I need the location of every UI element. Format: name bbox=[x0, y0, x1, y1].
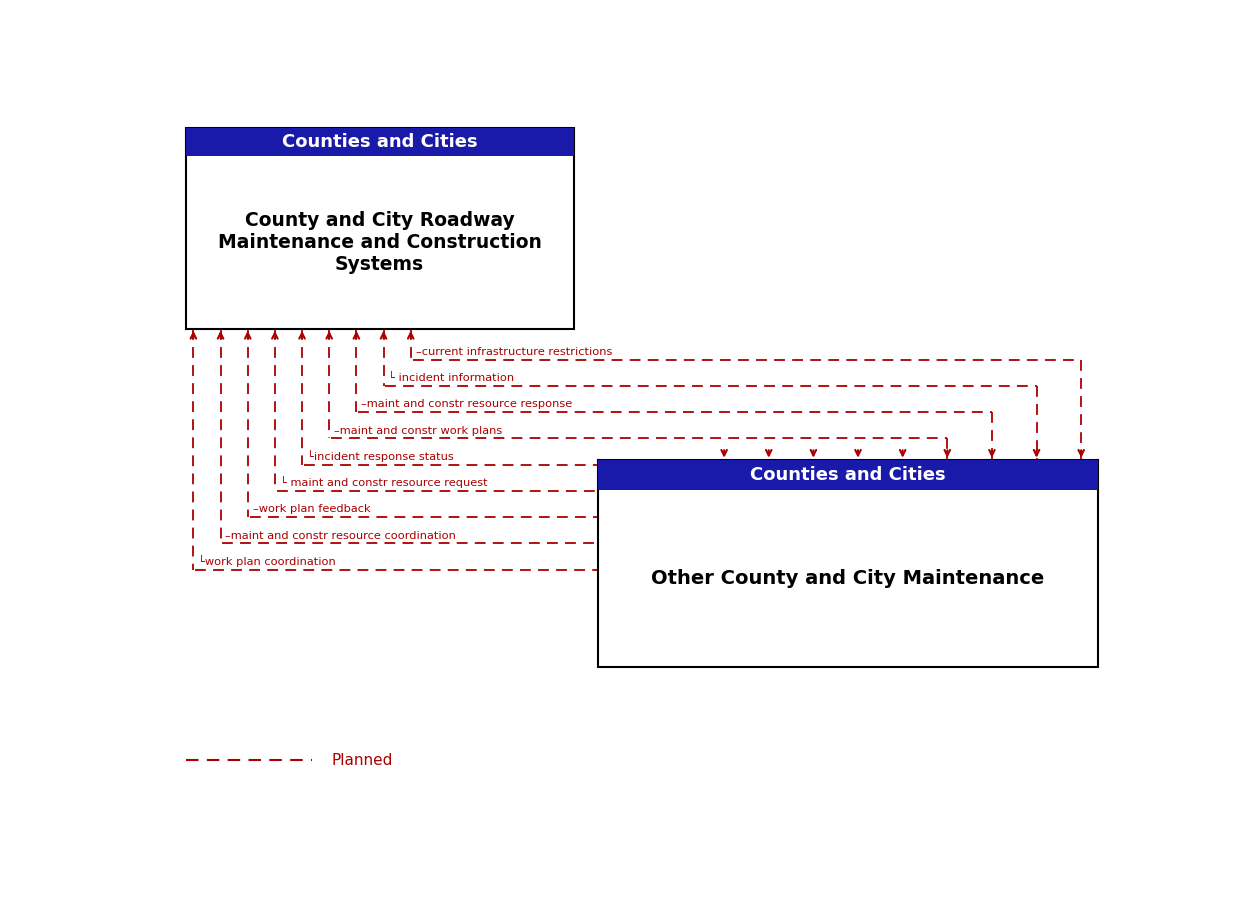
Text: └work plan coordination: └work plan coordination bbox=[198, 555, 336, 567]
Text: –maint and constr work plans: –maint and constr work plans bbox=[334, 426, 502, 436]
Bar bbox=[598, 460, 1098, 667]
Bar bbox=[598, 460, 1098, 490]
Text: County and City Roadway
Maintenance and Construction
Systems: County and City Roadway Maintenance and … bbox=[218, 211, 542, 274]
Text: └ incident information: └ incident information bbox=[388, 373, 515, 383]
Text: –work plan feedback: –work plan feedback bbox=[253, 504, 371, 515]
Text: └incident response status: └incident response status bbox=[307, 450, 453, 462]
Bar bbox=[185, 128, 573, 156]
Text: Counties and Cities: Counties and Cities bbox=[750, 466, 945, 483]
Text: –maint and constr resource coordination: –maint and constr resource coordination bbox=[225, 531, 456, 541]
Text: Other County and City Maintenance: Other County and City Maintenance bbox=[651, 569, 1044, 588]
Bar bbox=[185, 128, 573, 328]
Text: Planned: Planned bbox=[331, 753, 393, 768]
Text: Counties and Cities: Counties and Cities bbox=[282, 134, 477, 152]
Text: └ maint and constr resource request: └ maint and constr resource request bbox=[279, 476, 487, 488]
Text: –maint and constr resource response: –maint and constr resource response bbox=[362, 399, 572, 409]
Text: –current infrastructure restrictions: –current infrastructure restrictions bbox=[416, 347, 612, 357]
